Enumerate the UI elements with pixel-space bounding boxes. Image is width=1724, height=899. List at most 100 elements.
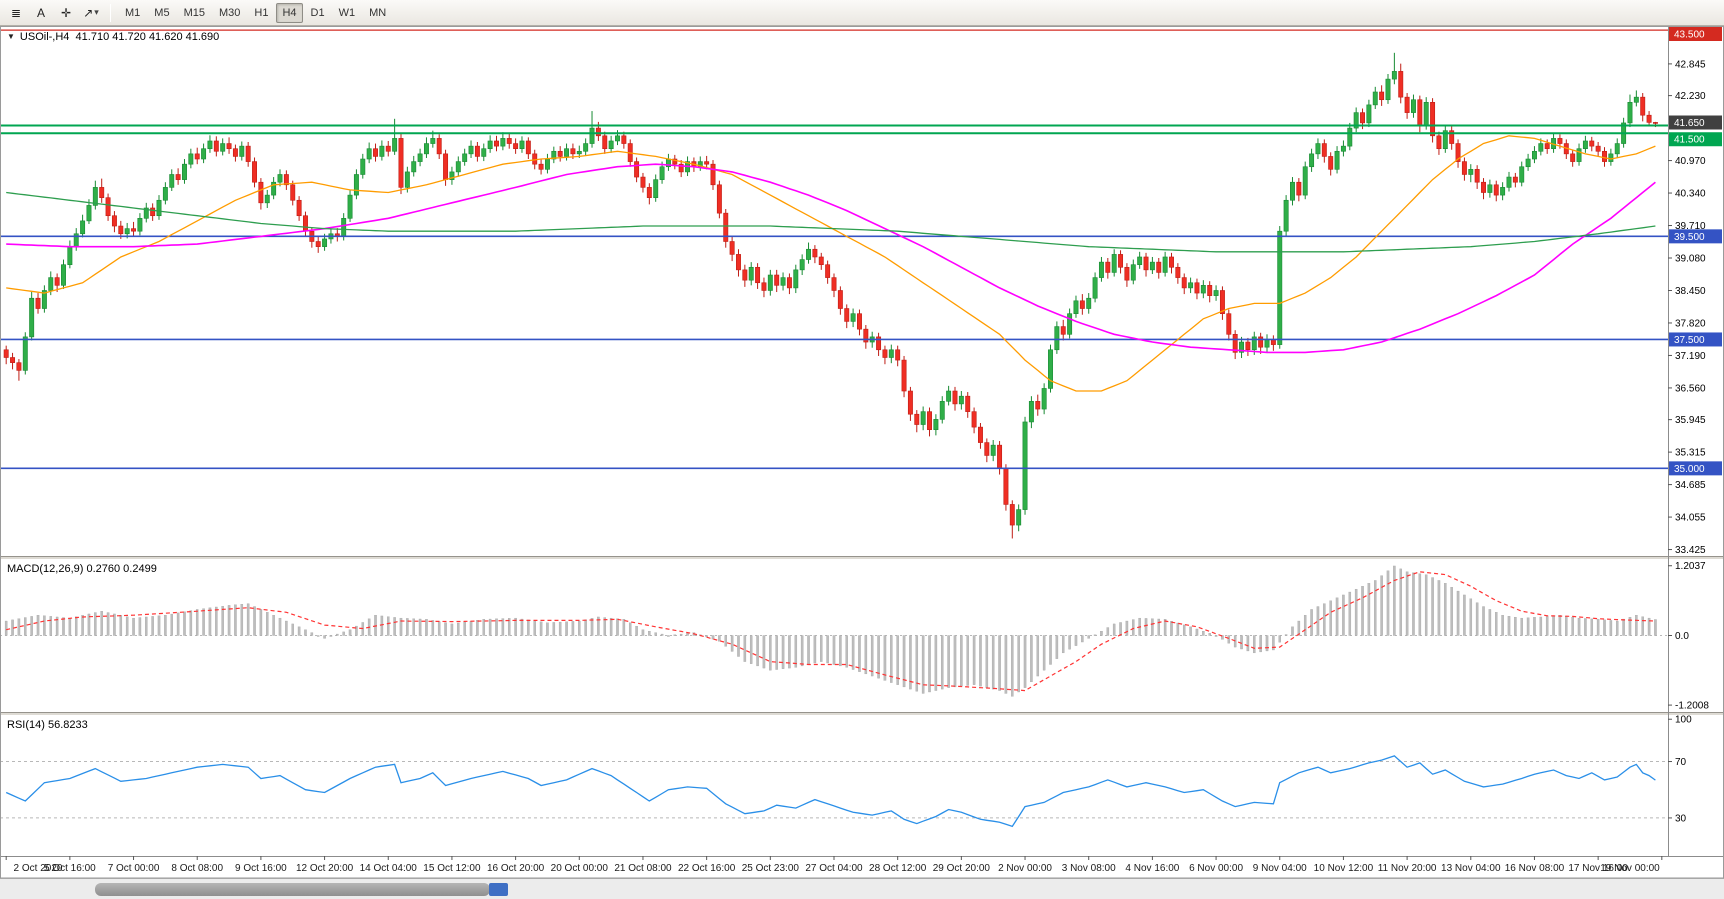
svg-text:41.650: 41.650 xyxy=(1674,118,1705,129)
price-tick-label: 35.315 xyxy=(1675,448,1706,459)
rsi-line xyxy=(5,755,1656,828)
time-tick-label: 17 Nov 16:00 xyxy=(1568,863,1628,874)
time-tick-label: 4 Nov 16:00 xyxy=(1125,863,1179,874)
svg-text:41.500: 41.500 xyxy=(1674,135,1705,146)
slow-ma-line xyxy=(6,191,1656,253)
text-tool-icon: A xyxy=(36,5,45,20)
svg-text:37.500: 37.500 xyxy=(1674,335,1705,346)
macd-tick-label: 0.0 xyxy=(1675,631,1689,642)
time-tick-label: 7 Oct 00:00 xyxy=(108,863,160,874)
price-badge-37.500 xyxy=(1669,332,1722,347)
timeframe-button-h1[interactable]: H1 xyxy=(248,3,274,23)
horizontal-scrollbar[interactable] xyxy=(0,878,1724,899)
timeframe-group: M1 M5 M15 M30 H1 H4 D1 W1 MN xyxy=(119,2,392,23)
svg-text:43.500: 43.500 xyxy=(1674,30,1705,41)
time-tick-label: 11 Nov 20:00 xyxy=(1378,863,1437,874)
time-tick-label: 21 Oct 08:00 xyxy=(614,863,672,874)
time-tick-label: 14 Oct 04:00 xyxy=(360,863,418,874)
time-tick-label: 16 Nov 08:00 xyxy=(1505,863,1565,874)
price-badge-43.500 xyxy=(1669,27,1722,41)
time-tick-label: 25 Oct 23:00 xyxy=(742,863,800,874)
fast-ma-line xyxy=(6,135,1656,392)
toolbar: ≣ A ✛ ↗ ▾ M1 M5 M15 M30 H1 H4 D1 W1 MN xyxy=(0,0,1724,26)
time-tick-label: 28 Oct 12:00 xyxy=(869,863,927,874)
scrollbar-end-marker[interactable] xyxy=(489,883,508,896)
price-tick-label: 38.450 xyxy=(1675,286,1706,297)
time-tick-label: 16 Oct 20:00 xyxy=(487,863,545,874)
time-tick-label: 3 Nov 08:00 xyxy=(1062,863,1116,874)
rsi-label-row: RSI(14) 56.8233 xyxy=(7,719,88,731)
price-axis-ticks: 42.845 42.230 40.970 40.340 39.710 39.080 38.4… xyxy=(1668,59,1706,556)
time-tick-label: 22 Oct 16:00 xyxy=(678,863,736,874)
time-tick-label: 9 Nov 04:00 xyxy=(1253,863,1307,874)
price-tick-label: 35.945 xyxy=(1675,415,1706,426)
macd-signal-line xyxy=(6,571,1656,692)
main-chart-label-row: ▼ USOil-,H4 41.710 41.720 41.620 41.690 xyxy=(7,31,219,43)
price-badge-39.500 xyxy=(1669,229,1722,244)
panel-splitter-2[interactable] xyxy=(0,712,1724,715)
time-tick-label: 2 Nov 00:00 xyxy=(998,863,1052,874)
draw-tool-button[interactable]: ↗ ▾ xyxy=(80,3,102,23)
panel-splitter-1[interactable] xyxy=(0,556,1724,559)
rsi-indicator-label: RSI(14) 56.8233 xyxy=(7,719,88,731)
timeframe-button-d1[interactable]: D1 xyxy=(305,3,331,23)
chart-background xyxy=(0,26,1724,899)
time-tick-label: 19 Nov 00:00 xyxy=(1600,863,1660,874)
macd-tick-label: -1.2008 xyxy=(1675,701,1709,712)
price-badge-35.000 xyxy=(1669,461,1722,476)
time-tick-label: 10 Nov 12:00 xyxy=(1314,863,1374,874)
price-badge-41.500 xyxy=(1669,132,1722,147)
time-tick-label: 9 Oct 16:00 xyxy=(235,863,287,874)
macd-indicator-label: MACD(12,26,9) 0.2760 0.2499 xyxy=(7,563,157,575)
time-tick-label: 27 Oct 04:00 xyxy=(805,863,863,874)
time-tick-label: 6 Nov 00:00 xyxy=(1189,863,1243,874)
timeframe-button-h4[interactable]: H4 xyxy=(276,2,303,23)
chart-bars-icon-button[interactable]: ≣ xyxy=(5,3,27,23)
timeframe-button-m1[interactable]: M1 xyxy=(119,3,146,23)
timeframe-button-m15[interactable]: M15 xyxy=(178,3,211,23)
time-tick-label: 29 Oct 20:00 xyxy=(933,863,991,874)
price-badges: 43.500 41.650 41.500 39.500 37.500 35.000 xyxy=(1669,27,1722,476)
price-tick-label: 37.820 xyxy=(1675,318,1706,329)
rsi-tick-label: 70 xyxy=(1675,757,1687,768)
timeframe-button-m5[interactable]: M5 xyxy=(148,3,175,23)
crosshair-tool-button[interactable]: ✛ xyxy=(55,3,77,23)
time-tick-label: 15 Oct 12:00 xyxy=(423,863,481,874)
chart-bars-icon: ≣ xyxy=(10,5,22,20)
price-tick-label: 34.685 xyxy=(1675,480,1706,491)
svg-text:35.000: 35.000 xyxy=(1674,464,1705,475)
time-tick-label: 20 Oct 00:00 xyxy=(551,863,609,874)
time-tick-label: 13 Nov 04:00 xyxy=(1441,863,1501,874)
macd-label-row: MACD(12,26,9) 0.2760 0.2499 xyxy=(7,563,157,575)
chevron-down-icon: ▾ xyxy=(94,7,99,17)
timeframe-button-mn[interactable]: MN xyxy=(363,3,392,23)
time-tick-label: 5 Oct 16:00 xyxy=(44,863,96,874)
time-tick-label: 2 Oct 2020 xyxy=(14,863,63,874)
time-tick-label: 12 Oct 20:00 xyxy=(296,863,354,874)
price-tick-label: 42.230 xyxy=(1675,91,1706,102)
timeframe-button-m30[interactable]: M30 xyxy=(213,3,246,23)
price-tick-label: 39.710 xyxy=(1675,221,1706,232)
price-tick-label: 39.080 xyxy=(1675,254,1706,265)
time-tick-label: 8 Oct 08:00 xyxy=(171,863,223,874)
crosshair-icon: ✛ xyxy=(60,5,72,20)
rsi-tick-label: 30 xyxy=(1675,813,1687,824)
timeframe-button-w1[interactable]: W1 xyxy=(333,3,362,23)
chart-canvas: 42.845 42.230 40.970 40.340 39.710 39.080 38.4… xyxy=(0,26,1724,899)
price-tick-label: 34.055 xyxy=(1675,513,1706,524)
draw-tool-icon: ↗ xyxy=(83,5,94,20)
price-tick-label: 42.845 xyxy=(1675,59,1706,70)
chart-expand-button[interactable]: ▼ xyxy=(7,32,15,41)
price-tick-label: 40.340 xyxy=(1675,189,1706,200)
toolbar-separator xyxy=(110,3,111,22)
scrollbar-thumb[interactable] xyxy=(95,883,490,896)
horizontal-level-lines[interactable] xyxy=(0,29,1668,470)
macd-histogram xyxy=(4,565,1657,697)
price-tick-label: 37.190 xyxy=(1675,351,1706,362)
chart-title: USOil-,H4 41.710 41.720 41.620 41.690 xyxy=(19,31,220,43)
macd-tick-label: 1.2037 xyxy=(1675,561,1706,572)
text-tool-button[interactable]: A xyxy=(30,3,52,23)
rsi-tick-label: 100 xyxy=(1675,715,1692,726)
